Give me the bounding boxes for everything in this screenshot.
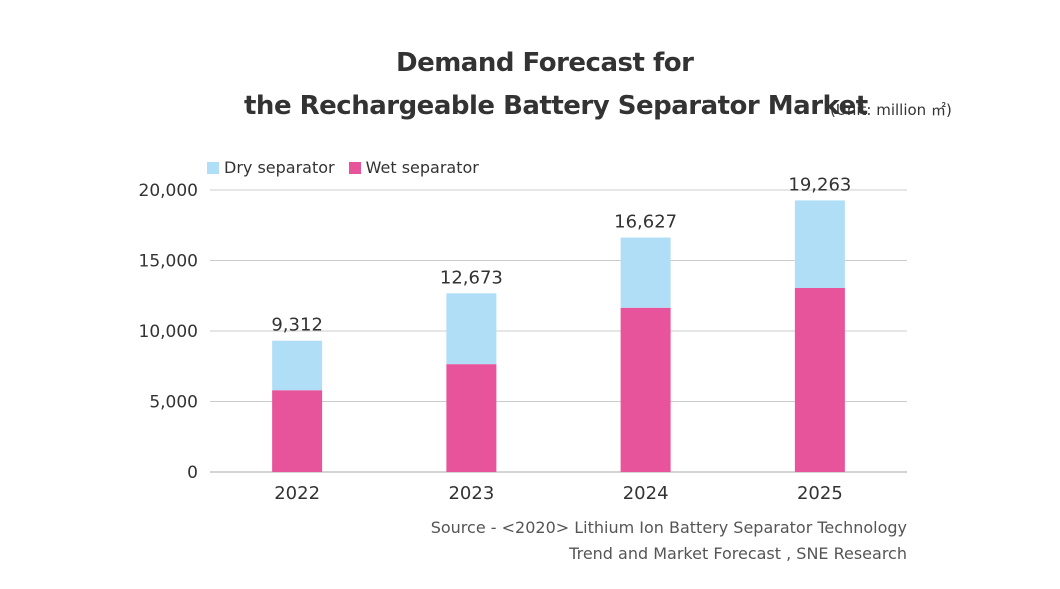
total-label-2022: 9,312	[271, 315, 323, 336]
x-tick-label-2024: 2024	[623, 483, 669, 504]
legend-swatch-dry	[207, 161, 219, 174]
source-line-1: Source - <2020> Lithium Ion Battery Sepa…	[430, 518, 907, 537]
bar-wet-2024	[620, 307, 671, 472]
legend-swatch-wet	[348, 161, 361, 174]
source-note: Source - <2020> Lithium Ion Battery Sepa…	[431, 515, 907, 567]
legend-label-wet: Wet separator	[365, 158, 479, 177]
legend-label-dry: Dry separator	[224, 158, 335, 177]
y-tick-label: 15,000	[139, 252, 198, 272]
y-tick-label: 20,000	[139, 181, 198, 201]
bar-wet-2025	[794, 287, 845, 472]
total-label-2025: 19,263	[788, 174, 851, 195]
x-tick-label-2022: 2022	[274, 483, 320, 504]
legend-item-wet: Wet separator	[348, 158, 479, 177]
bar-dry-2023	[446, 293, 497, 365]
bar-dry-2022	[272, 340, 323, 391]
source-line-2: Trend and Market Forecast , SNE Research	[569, 544, 907, 563]
x-tick-label-2023: 2023	[448, 483, 494, 504]
bar-dry-2024	[620, 237, 671, 308]
bar-wet-2022	[272, 390, 323, 472]
total-label-2023: 12,673	[440, 267, 503, 288]
chart-title: Demand Forecast for the Rechargeable Bat…	[0, 0, 1060, 140]
total-label-2024: 16,627	[614, 212, 677, 233]
x-tick-label-2025: 2025	[797, 483, 843, 504]
y-tick-label: 5,000	[149, 393, 198, 413]
legend-item-dry: Dry separator	[207, 158, 335, 177]
bar-dry-2025	[794, 200, 845, 288]
bar-wet-2023	[446, 364, 497, 472]
y-tick-label: 0	[187, 463, 198, 483]
y-tick-label: 10,000	[139, 322, 198, 342]
legend: Dry separator Wet separator	[207, 158, 493, 177]
unit-label: (Unit: million ㎡)	[830, 101, 952, 119]
